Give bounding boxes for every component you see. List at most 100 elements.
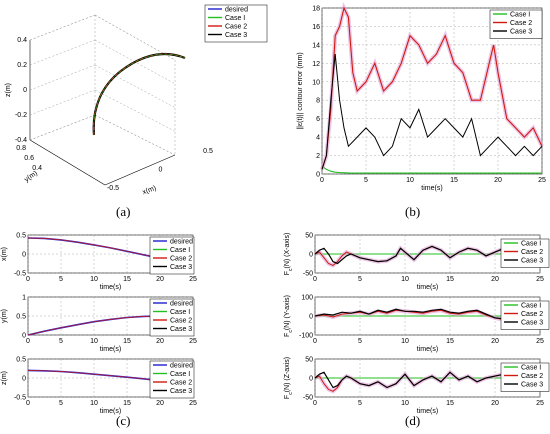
a-legend-box — [204, 4, 268, 43]
chart-c-position: 0 5 10 15 20 25-0.500.5time(s)x(m)desiredCase… — [1, 233, 197, 416]
d3-xtick-1: 5 — [358, 400, 362, 407]
b-legend-label-1: Case 2 — [510, 20, 532, 27]
d3-xtick-0: 0 — [313, 400, 317, 407]
d3-legend-label-1: Case 2 — [521, 373, 543, 380]
d1-xtick-1: 5 — [358, 276, 362, 283]
c2-ytick-1: 0.5 — [16, 314, 26, 321]
d3-legend-label-2: Case 3 — [521, 382, 543, 389]
a-edge-3 — [104, 154, 176, 186]
c3-ytick-2: 0.5 — [16, 357, 26, 364]
c2-xtick-3: 15 — [123, 338, 131, 345]
c2-legend-label-2: Case 2 — [170, 318, 192, 325]
b-ytick-9: 18 — [312, 6, 320, 13]
panel-label-c: (c) — [116, 413, 131, 428]
a-ztick-1: -0.2 — [15, 112, 27, 119]
d3-legend-label-0: Case I — [521, 365, 541, 372]
a-zlabel: z(m) — [5, 83, 12, 97]
c1-ytick-2: 0.5 — [16, 233, 26, 240]
c1-xtick-4: 20 — [156, 276, 164, 283]
d1-ytick-0: -50 — [303, 271, 313, 278]
d2-ytick-2: 100 — [301, 295, 313, 302]
d3-legend-box — [500, 362, 550, 392]
a-ytick-1: 0.6 — [24, 155, 34, 162]
c3-xtick-4: 20 — [156, 400, 164, 407]
c2-xtick-1: 5 — [59, 338, 63, 345]
c3-xtick-2: 10 — [90, 400, 98, 407]
a-ztick-0: -0.4 — [15, 137, 27, 144]
c2-legend-box — [149, 298, 195, 337]
c2-ytick-2: 1 — [22, 295, 26, 302]
d3-ytick-0: -50 — [303, 395, 313, 402]
c1-xtick-3: 15 — [123, 276, 131, 283]
c2-legend-label-1: Case I — [170, 309, 190, 316]
b-ylabel: ||ε(t)|| contour error (mm) — [297, 52, 304, 129]
d2-ytick-0: -100 — [299, 333, 313, 340]
c3-ytick-1: 0 — [22, 376, 26, 383]
d2-ylabel: Fc(N) (Y-axis) — [284, 295, 294, 337]
b-legend-label-2: Case 3 — [510, 29, 532, 36]
d2-legend-label-2: Case 3 — [521, 320, 543, 327]
a-trajectory-case3 — [92, 53, 186, 136]
d3-xtick-2: 10 — [401, 400, 409, 407]
b-xtick-1: 5 — [364, 177, 368, 184]
b-ytick-8: 16 — [312, 24, 320, 31]
c1-xlabel: time(s) — [100, 284, 121, 291]
b-ytick-6: 12 — [312, 61, 320, 68]
d1-ytick-1: 0 — [309, 252, 313, 259]
d2-legend-box — [500, 300, 550, 330]
a-edge-4 — [29, 14, 96, 41]
d2-legend-label-0: Case I — [521, 303, 541, 310]
c3-ytick-0: -0.5 — [14, 395, 26, 402]
a-zgrid-r-0 — [94, 114, 176, 156]
c3-legend-box — [149, 360, 195, 399]
d1-xtick-4: 20 — [491, 276, 499, 283]
a-ytick-2: 0.8 — [16, 145, 26, 152]
b-ytick-4: 8 — [316, 98, 320, 105]
c2-legend-label-0: desired — [170, 301, 193, 308]
c2-ytick-0: 0 — [22, 333, 26, 340]
d3-ytick-1: 0 — [309, 376, 313, 383]
d1-xlabel: time(s) — [417, 284, 438, 291]
c3-xlabel: time(s) — [100, 408, 121, 415]
a-xlabel: x(m) — [142, 185, 158, 196]
panel-label-d: (d) — [405, 413, 421, 428]
c1-ytick-1: 0 — [22, 252, 26, 259]
a-zgrid-l-0 — [29, 114, 96, 141]
a-zgrid-r-1 — [94, 89, 176, 132]
b-xtick-4: 20 — [494, 177, 502, 184]
d1-ylabel: Fc(N) (X-axis) — [284, 233, 294, 276]
c3-xtick-5: 25 — [189, 400, 197, 407]
c1-xtick-2: 10 — [90, 276, 98, 283]
d1-legend-label-2: Case 3 — [521, 258, 543, 265]
b-ytick-3: 6 — [316, 116, 320, 123]
c1-legend-label-3: Case 3 — [170, 264, 192, 271]
c1-xtick-1: 5 — [59, 276, 63, 283]
a-xtick-1: 0 — [159, 167, 163, 174]
d1-xtick-5: 25 — [536, 276, 544, 283]
b-legend-box — [489, 9, 543, 39]
d1-legend-box — [500, 238, 550, 268]
b-ytick-1: 2 — [316, 153, 320, 160]
b-xtick-0: 0 — [320, 177, 324, 184]
c2-xtick-0: 0 — [26, 338, 30, 345]
a-zgrid-l-1 — [29, 89, 96, 116]
a-zgrid-l-4 — [29, 14, 96, 41]
d1-ytick-2: 50 — [305, 233, 313, 240]
b-xtick-5: 25 — [538, 177, 546, 184]
a-edge-2 — [29, 139, 106, 186]
c2-ylabel: y(m) — [1, 309, 8, 323]
a-zgrid-r-4 — [94, 14, 176, 61]
d2-xtick-1: 5 — [358, 338, 362, 345]
d1-xtick-2: 10 — [401, 276, 409, 283]
c1-ylabel: x(m) — [1, 247, 8, 261]
c3-legend-label-3: Case 3 — [170, 388, 192, 395]
c2-xtick-2: 10 — [90, 338, 98, 345]
a-ztick-4: 0.4 — [17, 37, 27, 44]
d3-xtick-5: 25 — [536, 400, 544, 407]
d2-xtick-5: 25 — [536, 338, 544, 345]
chart-b-contour-error: 0 5 10 15 20 25 0 2 4 6 8 10 12 14 16 18 time(s) ||ε(t)||… — [297, 2, 546, 192]
c1-legend-label-1: Case I — [170, 247, 190, 254]
c3-legend-label-2: Case 2 — [170, 380, 192, 387]
chart-a-3d-trajectory: -0.4-0.200.20.40.40.60.8-0.500.5z(m)y(m)… — [5, 4, 268, 196]
